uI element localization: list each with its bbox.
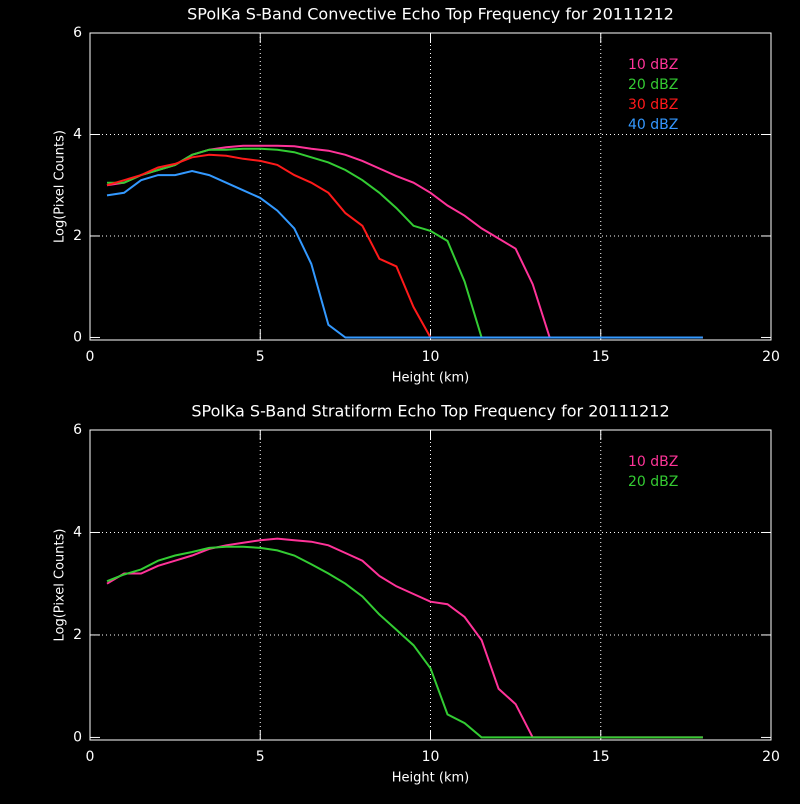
x-axis-label: Height (km) xyxy=(392,771,469,786)
x-tick-label: 15 xyxy=(592,749,610,765)
legend-entry: 40 dBZ xyxy=(628,117,678,133)
x-tick-label: 0 xyxy=(86,749,95,765)
y-tick-label: 0 xyxy=(73,729,82,745)
legend-entry: 10 dBZ xyxy=(628,57,678,73)
data-line xyxy=(106,169,703,339)
y-tick-label: 2 xyxy=(73,627,82,643)
x-tick-label: 5 xyxy=(256,749,265,765)
y-tick-label: 4 xyxy=(73,126,82,142)
chart-title: SPolKa S-Band Convective Echo Top Freque… xyxy=(187,5,674,24)
y-tick-label: 2 xyxy=(73,228,82,244)
legend-entry: 20 dBZ xyxy=(628,77,678,93)
x-axis-label: Height (km) xyxy=(392,371,469,386)
x-tick-label: 0 xyxy=(86,349,95,365)
y-tick-label: 4 xyxy=(73,524,82,540)
legend-entry: 10 dBZ xyxy=(628,454,678,470)
y-tick-label: 6 xyxy=(73,422,82,438)
legend-entry: 20 dBZ xyxy=(628,474,678,490)
x-tick-label: 20 xyxy=(762,349,780,365)
x-tick-label: 5 xyxy=(256,349,265,365)
y-axis-label: Log(Pixel Counts) xyxy=(53,130,68,243)
chart-title: SPolKa S-Band Stratiform Echo Top Freque… xyxy=(191,402,669,421)
data-line xyxy=(107,147,703,339)
y-axis-label: Log(Pixel Counts) xyxy=(53,529,68,642)
legend-entry: 30 dBZ xyxy=(628,97,678,113)
data-line xyxy=(106,545,703,739)
data-line xyxy=(106,144,703,339)
data-line xyxy=(106,153,703,339)
y-tick-label: 0 xyxy=(73,329,82,345)
x-tick-label: 20 xyxy=(762,749,780,765)
x-tick-label: 10 xyxy=(422,349,440,365)
y-tick-label: 6 xyxy=(73,25,82,41)
x-tick-label: 10 xyxy=(422,749,440,765)
x-tick-label: 15 xyxy=(592,349,610,365)
